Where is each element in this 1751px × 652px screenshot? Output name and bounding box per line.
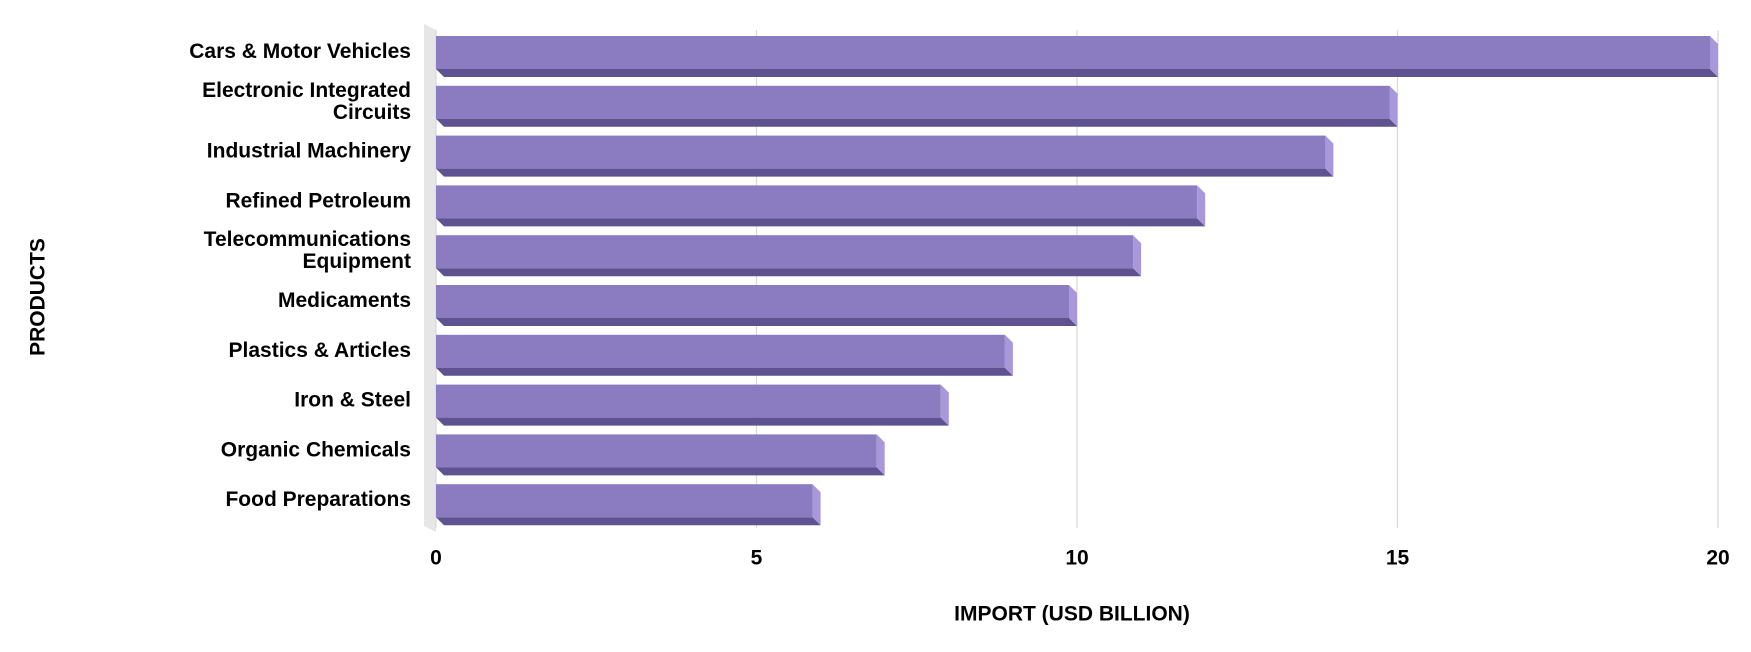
bar-side	[876, 434, 885, 476]
bar-front	[436, 185, 1198, 219]
bar-side	[1133, 235, 1142, 277]
bar-front	[436, 36, 1710, 69]
bar-bottom	[436, 268, 1142, 277]
y-tick-label: Electronic Integrated Circuits	[202, 78, 411, 123]
bar-front	[436, 235, 1134, 269]
bar-front	[436, 85, 1390, 119]
bar-front	[436, 285, 1069, 318]
bar-side	[812, 484, 821, 526]
bar-side	[1197, 185, 1206, 227]
bar	[436, 185, 1206, 227]
x-tick-label: 15	[1386, 547, 1410, 570]
bar-side	[940, 384, 949, 426]
y-tick-label: Iron & Steel	[294, 388, 411, 411]
bar-front	[436, 384, 941, 418]
bar-side	[1325, 135, 1334, 177]
bar-side	[1389, 85, 1398, 127]
y-tick-label: Plastics & Articles	[229, 338, 411, 361]
y-tick-label: Telecommunications Equipment	[204, 228, 411, 273]
bar	[436, 285, 1077, 326]
bar-bottom	[436, 168, 1334, 177]
bar-front	[436, 484, 813, 518]
y-tick-label: Cars & Motor Vehicles	[189, 40, 411, 63]
bar	[436, 484, 821, 526]
x-tick-label: 10	[1065, 547, 1088, 570]
bar-front	[436, 135, 1326, 169]
y-tick-label: Organic Chemicals	[221, 438, 411, 461]
y-tick-label: Refined Petroleum	[225, 189, 411, 212]
bar	[436, 434, 885, 476]
bar-bottom	[436, 417, 949, 426]
bar	[436, 384, 949, 426]
bar-bottom	[436, 467, 885, 476]
y-tick-label: Medicaments	[278, 289, 411, 312]
bar-bottom	[436, 218, 1206, 227]
axis-wall	[424, 24, 436, 532]
bar	[436, 334, 1013, 376]
y-tick-label: Food Preparations	[225, 488, 411, 511]
y-axis-title: PRODUCTS	[27, 238, 50, 356]
x-tick-label: 20	[1706, 547, 1729, 570]
bar	[436, 36, 1718, 77]
x-axis-title: IMPORT (USD BILLION)	[954, 603, 1190, 626]
bar-bottom	[436, 118, 1398, 127]
bar-front	[436, 334, 1005, 368]
bar	[436, 235, 1142, 277]
bar-bottom	[436, 69, 1718, 77]
bar-side	[1004, 334, 1013, 376]
x-tick-label: 5	[751, 547, 763, 570]
bar-side	[1069, 285, 1077, 326]
bar-bottom	[436, 318, 1077, 326]
bar	[436, 135, 1334, 177]
y-tick-label: Industrial Machinery	[207, 139, 412, 162]
bar-side	[1710, 36, 1718, 77]
bar-bottom	[436, 517, 821, 526]
bar-bottom	[436, 367, 1013, 376]
bar-front	[436, 434, 877, 468]
bar	[436, 85, 1398, 127]
x-tick-label: 0	[430, 547, 442, 570]
